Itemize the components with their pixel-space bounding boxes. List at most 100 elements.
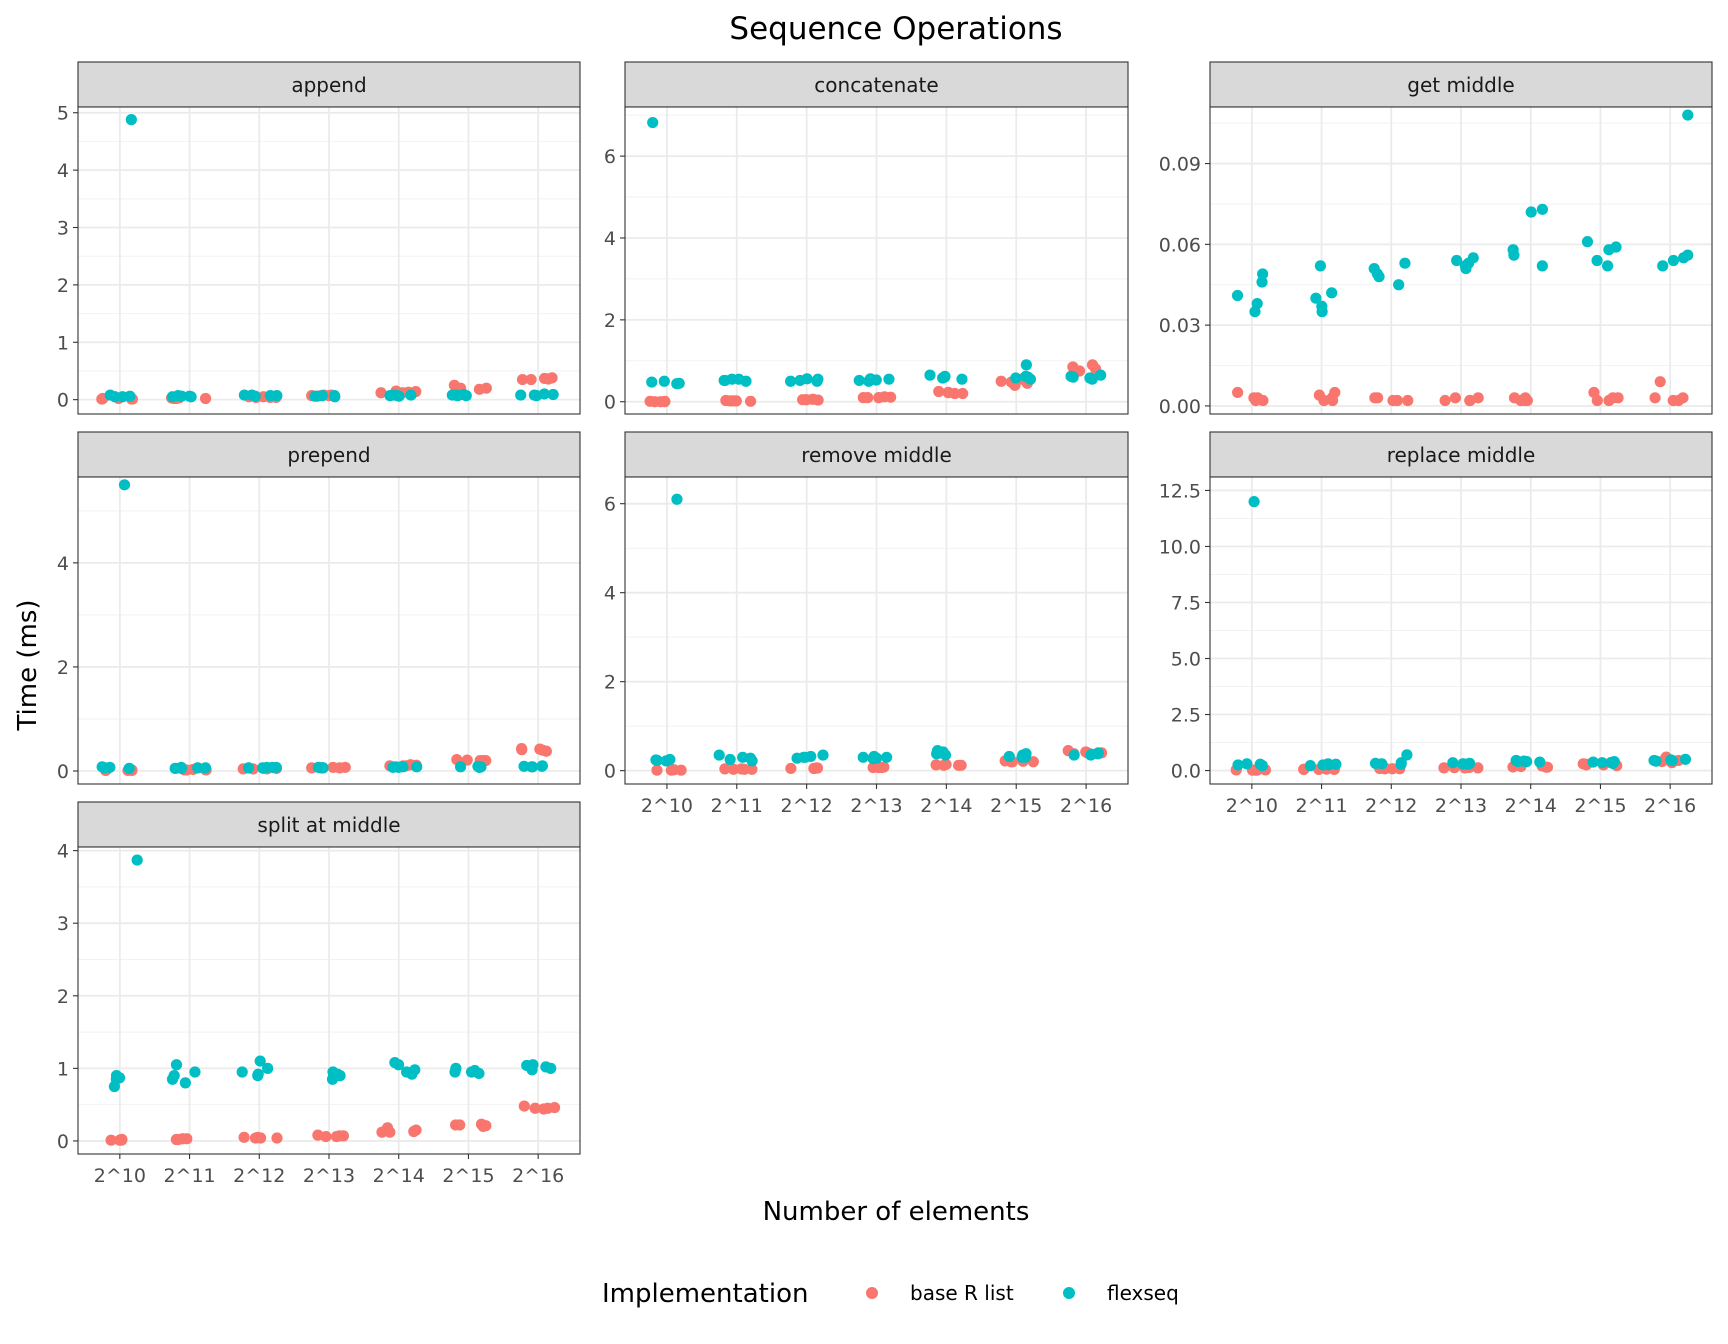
point-flexseq bbox=[540, 1061, 552, 1073]
point-flexseq bbox=[262, 1062, 274, 1074]
point-flexseq bbox=[1525, 206, 1537, 218]
point-base-r-list bbox=[930, 759, 942, 771]
point-base-r-list bbox=[475, 1118, 488, 1130]
point-flexseq bbox=[1395, 758, 1407, 770]
point-flexseq bbox=[937, 372, 949, 384]
point-base-r-list bbox=[542, 373, 554, 385]
y-tick-label: 0.00 bbox=[1159, 396, 1201, 418]
point-flexseq bbox=[1679, 753, 1692, 765]
point-base-r-list bbox=[1369, 392, 1381, 404]
point-base-r-list bbox=[384, 1126, 396, 1138]
point-flexseq bbox=[1596, 757, 1608, 769]
point-flexseq bbox=[515, 389, 527, 401]
point-flexseq bbox=[1536, 203, 1549, 215]
point-base-r-list bbox=[995, 375, 1007, 387]
point-flexseq bbox=[1581, 236, 1594, 248]
point-base-r-list bbox=[199, 392, 212, 405]
strip-get-middle bbox=[1209, 61, 1713, 108]
point-flexseq bbox=[646, 376, 658, 388]
point-flexseq bbox=[131, 854, 143, 866]
strip-replace-middle bbox=[1209, 431, 1713, 478]
point-flexseq bbox=[1016, 751, 1028, 763]
point-flexseq bbox=[1451, 254, 1463, 267]
point-base-r-list bbox=[542, 1102, 554, 1114]
point-flexseq bbox=[1020, 359, 1032, 371]
point-flexseq bbox=[271, 390, 283, 402]
point-base-r-list bbox=[942, 386, 954, 398]
y-tick-label: 4 bbox=[57, 160, 69, 182]
point-flexseq bbox=[411, 761, 423, 773]
x-tick-label: 2^14 bbox=[373, 1165, 425, 1187]
panel-concatenate: concatenate 0 2 4 6 bbox=[604, 61, 1129, 415]
point-base-r-list bbox=[744, 395, 757, 407]
point-flexseq bbox=[1326, 287, 1338, 299]
point-base-r-list bbox=[1402, 394, 1414, 407]
panel-border bbox=[77, 476, 581, 785]
point-flexseq bbox=[1369, 757, 1382, 769]
point-base-r-list bbox=[1439, 394, 1451, 407]
point-base-r-list bbox=[518, 1100, 530, 1112]
point-flexseq bbox=[405, 389, 417, 401]
point-flexseq bbox=[450, 1062, 462, 1074]
point-flexseq bbox=[1457, 758, 1469, 770]
point-base-r-list bbox=[933, 385, 945, 398]
y-tick-label: 4 bbox=[57, 841, 69, 863]
point-flexseq bbox=[242, 762, 255, 774]
y-tick-label: 0 bbox=[604, 392, 616, 414]
legend: Implementation base R list flexseq bbox=[602, 1279, 1179, 1309]
point-flexseq bbox=[1508, 249, 1520, 261]
point-flexseq bbox=[1095, 369, 1107, 381]
point-base-r-list bbox=[862, 392, 874, 404]
point-flexseq bbox=[651, 754, 663, 767]
point-base-r-list bbox=[1649, 392, 1661, 404]
point-flexseq bbox=[166, 391, 178, 403]
chart-title: Sequence Operations bbox=[729, 11, 1062, 47]
point-flexseq bbox=[658, 375, 670, 387]
point-base-r-list bbox=[1248, 392, 1260, 404]
x-tick-label: 2^11 bbox=[163, 1165, 215, 1187]
point-base-r-list bbox=[1472, 392, 1484, 404]
point-base-r-list bbox=[271, 1132, 283, 1144]
point-flexseq bbox=[817, 749, 829, 761]
point-base-r-list bbox=[1677, 392, 1689, 404]
legend-key-base-r-list bbox=[866, 1287, 878, 1299]
point-flexseq bbox=[252, 1068, 264, 1080]
point-flexseq bbox=[179, 1077, 191, 1089]
point-flexseq bbox=[881, 751, 893, 763]
strip-label-replace-middle: replace middle bbox=[1387, 443, 1536, 467]
point-flexseq bbox=[249, 390, 261, 402]
panel-border bbox=[1209, 106, 1713, 415]
point-flexseq bbox=[175, 390, 188, 402]
point-base-r-list bbox=[876, 761, 888, 774]
point-flexseq bbox=[1601, 260, 1614, 272]
point-base-r-list bbox=[651, 764, 663, 776]
point-base-r-list bbox=[1654, 376, 1666, 388]
point-flexseq bbox=[1256, 276, 1268, 288]
x-tick-label: 2^15 bbox=[990, 795, 1042, 817]
point-flexseq bbox=[1085, 748, 1098, 760]
strip-label-prepend: prepend bbox=[287, 443, 370, 467]
point-base-r-list bbox=[529, 1102, 541, 1114]
point-base-r-list bbox=[1519, 394, 1531, 407]
point-base-r-list bbox=[1313, 389, 1325, 401]
y-tick-label: 3 bbox=[57, 913, 69, 935]
y-tick-label: 2.5 bbox=[1171, 705, 1201, 727]
x-tick-label: 2^10 bbox=[641, 795, 693, 817]
strip-label-get-middle: get middle bbox=[1407, 73, 1515, 97]
point-flexseq bbox=[1241, 758, 1253, 770]
point-flexseq bbox=[1316, 306, 1328, 318]
strip-label-append: append bbox=[291, 73, 366, 97]
point-flexseq bbox=[327, 1071, 340, 1083]
point-base-r-list bbox=[1472, 762, 1484, 774]
point-flexseq bbox=[857, 751, 869, 763]
legend-label-base-r-list: base R list bbox=[910, 1281, 1014, 1305]
point-base-r-list bbox=[114, 1134, 126, 1146]
x-tick-label: 2^13 bbox=[1435, 795, 1487, 817]
strip-concatenate bbox=[624, 61, 1129, 108]
point-flexseq bbox=[1521, 755, 1533, 768]
x-tick-label: 2^12 bbox=[1365, 795, 1417, 817]
point-base-r-list bbox=[1438, 762, 1450, 774]
point-flexseq bbox=[329, 391, 341, 403]
point-flexseq bbox=[785, 375, 797, 387]
point-flexseq bbox=[1610, 241, 1622, 253]
